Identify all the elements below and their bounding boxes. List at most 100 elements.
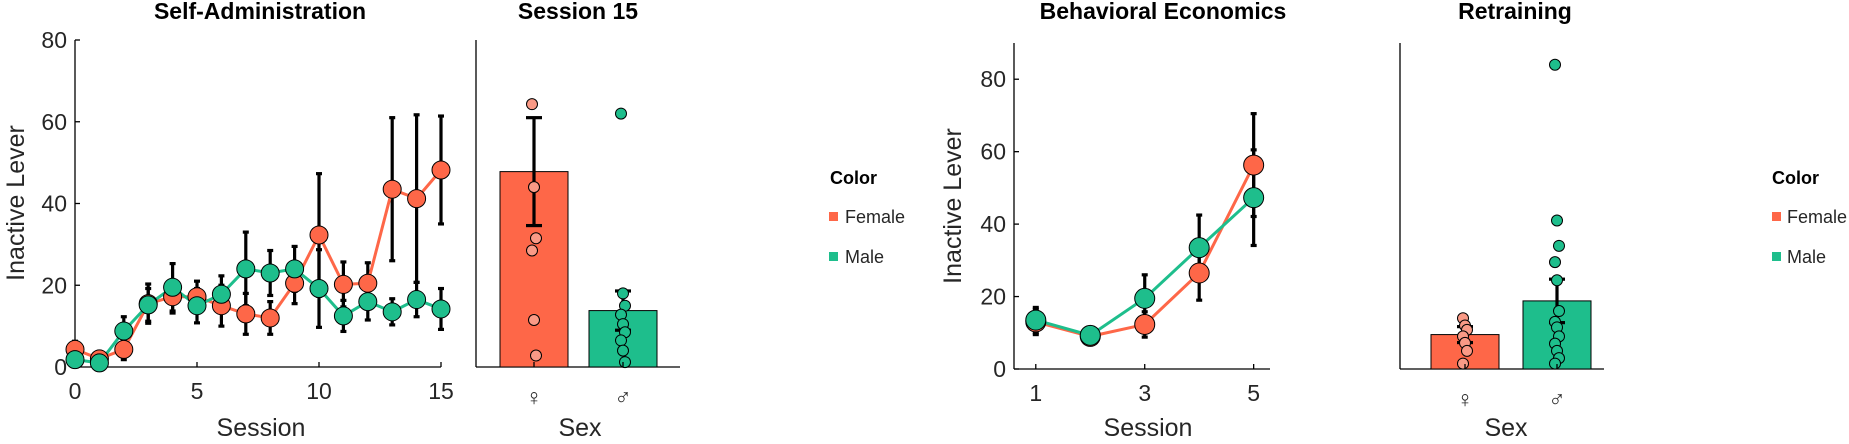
data-point-male bbox=[89, 353, 109, 373]
individual-point bbox=[530, 349, 542, 362]
bars-group: ♀ ♂ bbox=[499, 98, 658, 410]
data-point-male bbox=[382, 302, 402, 322]
data-point-male bbox=[1243, 187, 1265, 209]
data-point-male bbox=[211, 284, 231, 304]
bars-group: ♀ ♂ bbox=[1430, 58, 1592, 412]
individual-point bbox=[617, 287, 629, 300]
legend-label-male: Male bbox=[845, 247, 884, 267]
individual-point bbox=[1551, 274, 1563, 287]
legend-title: Color bbox=[830, 168, 877, 188]
x-tick-label: 1 bbox=[1029, 380, 1042, 406]
chart-title: Behavioral Economics bbox=[1040, 0, 1287, 24]
legend-label-male: Male bbox=[1787, 247, 1826, 267]
data-point-female bbox=[1134, 313, 1156, 335]
series-line-female bbox=[74, 169, 443, 361]
series-group bbox=[65, 113, 451, 373]
legend-swatch-female bbox=[1772, 212, 1781, 221]
y-axis-label: Inactive Lever bbox=[2, 125, 30, 281]
data-point-male bbox=[236, 259, 256, 279]
individual-point bbox=[1549, 58, 1561, 71]
individual-point bbox=[1549, 256, 1561, 269]
data-point-female bbox=[382, 179, 402, 199]
legend-title: Color bbox=[1772, 168, 1819, 188]
x-tick-label: ♂ bbox=[614, 384, 631, 410]
data-point-male bbox=[163, 277, 183, 297]
data-point-male bbox=[1134, 287, 1156, 309]
individual-point bbox=[619, 356, 631, 369]
individual-point bbox=[615, 107, 627, 120]
data-point-male bbox=[309, 279, 329, 299]
data-point-female bbox=[309, 225, 329, 245]
x-tick-label: 5 bbox=[191, 378, 204, 404]
y-tick-label: 60 bbox=[980, 139, 1006, 165]
individual-point bbox=[1461, 344, 1473, 357]
data-point-female bbox=[236, 304, 256, 324]
y-tick-label: 80 bbox=[980, 66, 1006, 92]
x-tick-label: 3 bbox=[1138, 380, 1151, 406]
x-axis-label: Session bbox=[1104, 414, 1193, 442]
series-group bbox=[1025, 112, 1265, 347]
data-point-female bbox=[1243, 154, 1265, 176]
individual-point bbox=[1549, 357, 1561, 370]
y-tick-label: 40 bbox=[980, 211, 1006, 237]
chart-title: Retraining bbox=[1458, 0, 1572, 24]
data-point-male bbox=[65, 350, 85, 370]
panel-session-15: Session 15 Sex ♀ ♂ bbox=[475, 0, 680, 442]
data-point-female bbox=[333, 274, 353, 294]
x-tick-label: ♂ bbox=[1548, 386, 1565, 412]
x-tick-label: 10 bbox=[306, 378, 332, 404]
y-axis-label: Inactive Lever bbox=[939, 128, 967, 284]
individual-point bbox=[1553, 239, 1565, 252]
individual-point bbox=[528, 181, 540, 194]
individual-point bbox=[530, 232, 542, 245]
data-point-female bbox=[260, 308, 280, 328]
legend-swatch-male bbox=[1772, 252, 1781, 261]
data-point-male bbox=[187, 296, 207, 316]
x-tick-label: ♀ bbox=[525, 384, 542, 410]
data-point-male bbox=[285, 259, 305, 279]
y-ticks: 0 20 40 60 80 bbox=[41, 27, 80, 380]
x-tick-label: 15 bbox=[428, 378, 454, 404]
chart-title: Self-Administration bbox=[154, 0, 366, 24]
legend: Color Female Male bbox=[829, 168, 905, 267]
legend-swatch-male bbox=[829, 252, 838, 261]
individual-point bbox=[1457, 357, 1469, 370]
y-tick-label: 80 bbox=[41, 27, 67, 53]
x-ticks: 0 5 10 15 bbox=[69, 362, 454, 404]
x-axis-label: Sex bbox=[1484, 414, 1528, 442]
individual-point bbox=[617, 344, 629, 357]
data-point-male bbox=[1188, 237, 1210, 259]
y-tick-label: 0 bbox=[993, 356, 1006, 382]
y-tick-label: 0 bbox=[54, 354, 67, 380]
data-point-female bbox=[1188, 262, 1210, 284]
panel-behavioral-economics: Behavioral Economics Inactive Lever Sess… bbox=[939, 0, 1286, 442]
individual-point bbox=[1551, 214, 1563, 227]
series-line-male bbox=[74, 267, 442, 365]
legend-label-female: Female bbox=[1787, 207, 1847, 227]
x-tick-label: 0 bbox=[69, 378, 82, 404]
data-point-male bbox=[260, 263, 280, 283]
data-point-male bbox=[333, 306, 353, 326]
data-point-male bbox=[1079, 324, 1101, 346]
data-point-female bbox=[431, 160, 451, 180]
y-tick-label: 20 bbox=[41, 272, 67, 298]
data-point-female bbox=[407, 189, 427, 209]
data-point-female bbox=[114, 339, 134, 359]
data-point-male bbox=[1025, 309, 1047, 331]
x-axis-label: Session bbox=[217, 414, 306, 442]
data-point-male bbox=[431, 299, 451, 319]
panel-retraining: Retraining Sex ♀ ♂ bbox=[1399, 0, 1604, 442]
data-point-male bbox=[138, 295, 158, 315]
data-point-female bbox=[358, 273, 378, 293]
y-tick-label: 40 bbox=[41, 191, 67, 217]
individual-point bbox=[615, 334, 627, 347]
data-point-male bbox=[114, 321, 134, 341]
panel-self-administration: Self-Administration Inactive Lever Sessi… bbox=[2, 0, 454, 442]
individual-point bbox=[1553, 305, 1565, 318]
x-tick-label: 5 bbox=[1247, 380, 1260, 406]
individual-point bbox=[528, 313, 540, 326]
individual-point bbox=[526, 244, 538, 257]
x-ticks: 1 3 5 bbox=[1029, 364, 1260, 406]
